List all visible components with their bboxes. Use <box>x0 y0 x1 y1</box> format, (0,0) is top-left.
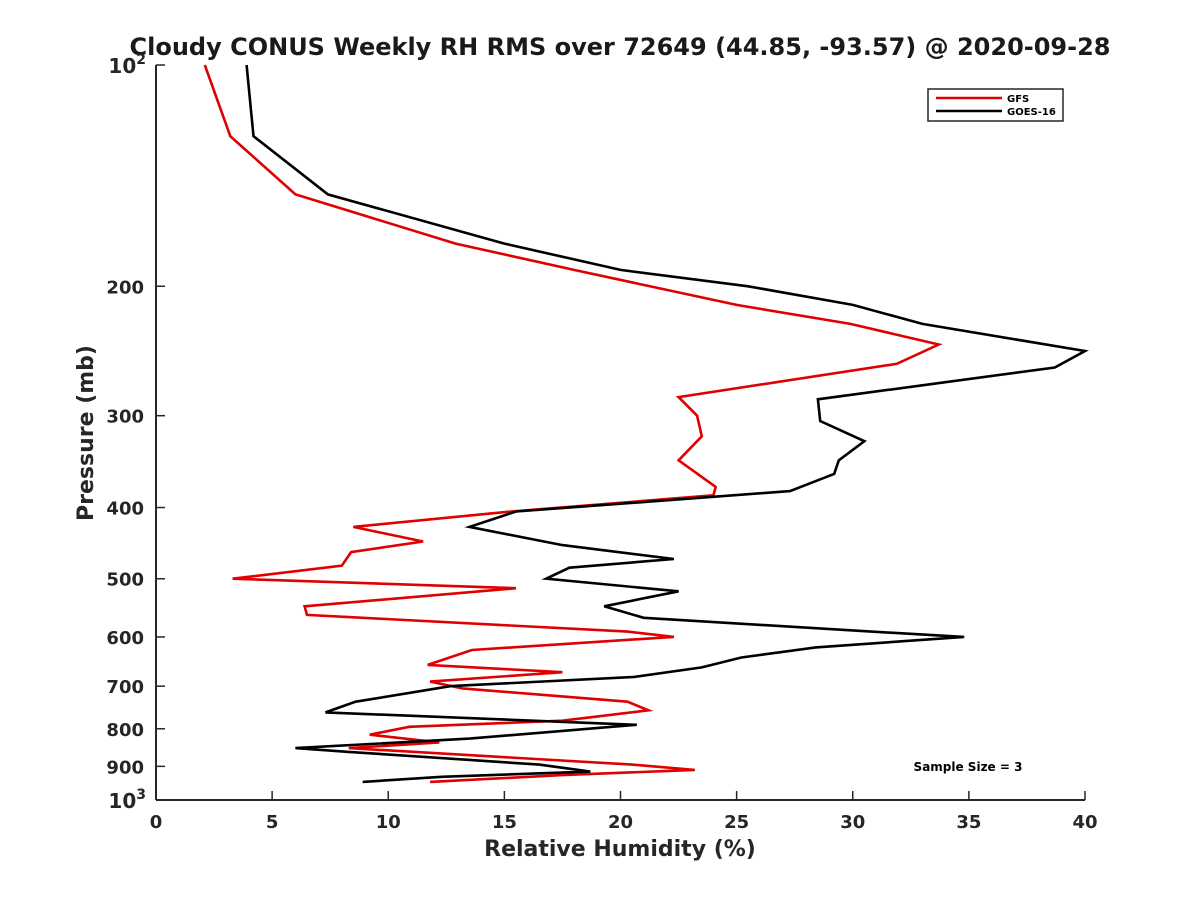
x-tick-label: 40 <box>1072 812 1097 833</box>
x-tick-label: 25 <box>724 812 749 833</box>
y-tick-label: 103 <box>108 787 146 813</box>
legend: GFS GOES-16 <box>927 88 1064 122</box>
series-line-gfs <box>203 64 943 784</box>
plot-frame <box>155 65 1085 801</box>
y-tick-label: 800 <box>106 720 144 741</box>
y-tick-label: 300 <box>106 407 144 428</box>
x-tick-label: 15 <box>492 812 517 833</box>
y-tick-label: 700 <box>106 677 144 698</box>
x-tick-label: 35 <box>956 812 981 833</box>
y-tick-label: 600 <box>106 628 144 649</box>
y-tick-label: 200 <box>106 277 144 298</box>
chart-title: Cloudy CONUS Weekly RH RMS over 72649 (4… <box>130 33 1111 61</box>
x-tick-label: 20 <box>608 812 633 833</box>
x-tick-label: 0 <box>150 812 163 833</box>
y-axis-label: Pressure (mb) <box>74 345 99 521</box>
y-tick-label: 500 <box>106 570 144 591</box>
series-line-goes-16 <box>245 64 1089 784</box>
legend-label: GOES-16 <box>1007 107 1056 118</box>
series-lines <box>203 64 1089 784</box>
x-axis-label: Relative Humidity (%) <box>484 837 756 862</box>
y-tick-label: 102 <box>108 52 146 78</box>
x-axis-ticks: 0 5 10 15 20 25 30 35 40 <box>150 791 1098 833</box>
y-tick-label: 400 <box>106 499 144 520</box>
x-tick-label: 30 <box>840 812 865 833</box>
y-axis-ticks: 102 200 300 400 500 600 700 800 900 103 <box>106 52 165 813</box>
legend-label: GFS <box>1007 94 1029 105</box>
sample-size-annotation: Sample Size = 3 <box>914 760 1023 774</box>
y-tick-label: 900 <box>106 757 144 778</box>
x-tick-label: 10 <box>376 812 401 833</box>
legend-box <box>927 88 1064 122</box>
x-tick-label: 5 <box>266 812 279 833</box>
